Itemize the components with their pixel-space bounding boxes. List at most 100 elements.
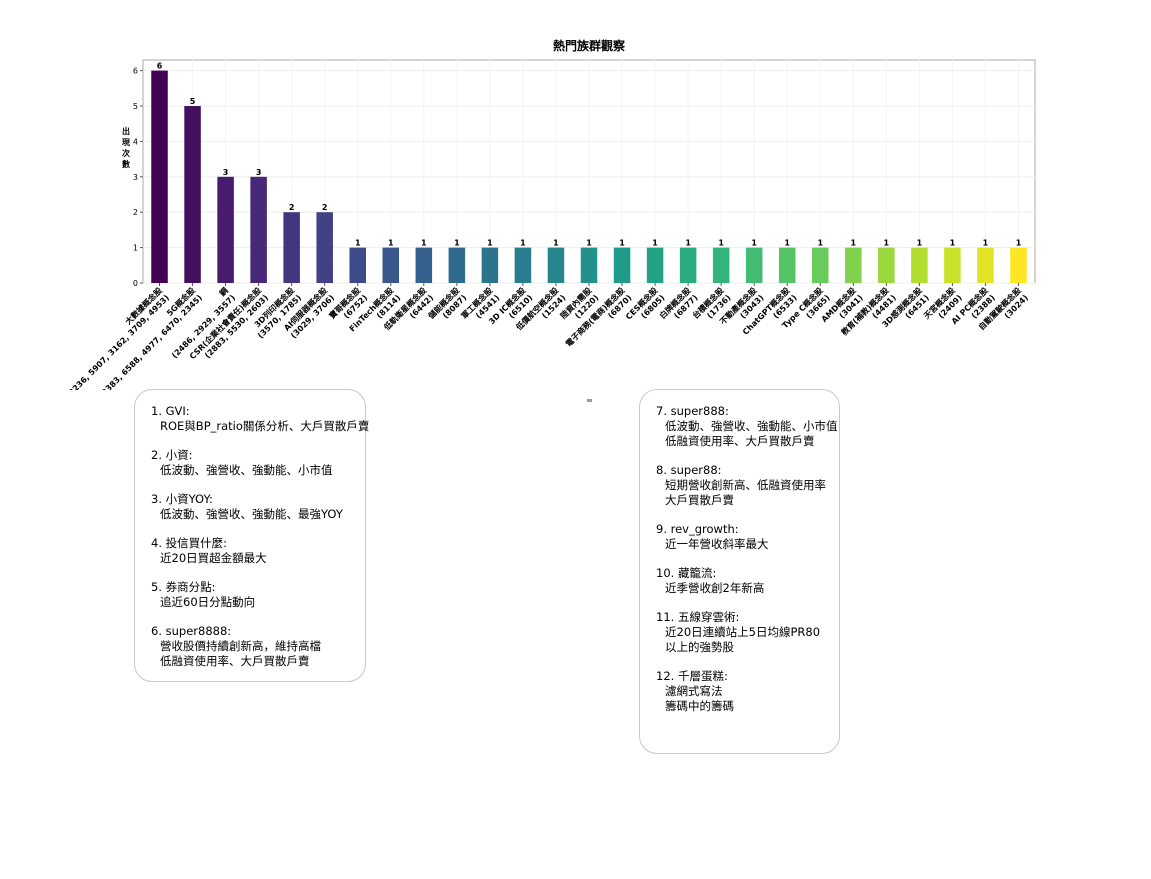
bar-value-label: 1 [355, 239, 361, 248]
bar-value-label: 1 [619, 239, 625, 248]
bar-value-label: 2 [289, 203, 295, 212]
bar [878, 247, 895, 283]
bar-value-label: 2 [322, 203, 328, 212]
strategy-title: 5. 券商分點: [151, 580, 216, 594]
bar [745, 247, 763, 283]
bar-value-label: 1 [553, 239, 559, 248]
bar [911, 247, 928, 283]
strategy-description: 近20日連續站上5日均線PR80 以上的強勢股 [665, 625, 821, 654]
strategy-title: 9. rev_growth: [656, 522, 739, 536]
bar [547, 247, 565, 283]
y-tick-label: 0 [133, 279, 138, 288]
strategy-panel-left: 1. GVI: ROE與BP_ratio關係分析、大戶買散戶賣 2. 小資: 低波動、… [134, 389, 369, 683]
strategy-item: 5. 券商分點: 追近60日分點動向 [151, 580, 369, 610]
bar [944, 247, 961, 283]
bar [217, 176, 234, 283]
bar [778, 247, 796, 283]
strategy-title: 4. 投信買什麼: [151, 536, 228, 550]
strategy-title: 3. 小資YOY: [151, 492, 213, 506]
strategy-description: ROE與BP_ratio關係分析、大戶買散戶賣 [160, 419, 370, 433]
strategy-title: 10. 藏籠流: [656, 566, 717, 580]
x-tick-label: 電子商務(電商)概念股(6870) [563, 285, 633, 355]
strategy-description: 低波動、強營收、強動能、最強YOY [160, 507, 343, 521]
y-tick-label: 4 [133, 137, 138, 146]
x-tick-label: 儲能概念股(8087) [425, 285, 468, 328]
strategy-description: 營收股價持續創新高，維持高檔 低融資使用率、大戶買散戶賣 [160, 639, 321, 668]
strategy-title: 1. GVI: [151, 404, 190, 418]
bar-value-label: 1 [520, 239, 526, 248]
strategy-description: 追近60日分點動向 [160, 595, 256, 609]
bar-value-label: 1 [586, 239, 592, 248]
strategy-description: 短期營收創新高、低融資使用率 大戶買散戶賣 [665, 478, 826, 507]
y-tick-label: 6 [133, 67, 138, 76]
strategy-item: 1. GVI: ROE與BP_ratio關係分析、大戶買散戶賣 [151, 404, 369, 434]
strategy-item: 3. 小資YOY: 低波動、強營收、強動能、最強YOY [151, 492, 369, 522]
bar [448, 247, 466, 283]
strategy-title: 2. 小資: [151, 448, 193, 462]
bar-value-label: 6 [157, 62, 163, 71]
x-tick-label: 大數據概念股(4577, 2236, 5907, 3162, 3709, 495… [37, 285, 171, 390]
bar [349, 247, 366, 283]
strategy-description: 近20日買超金額最大 [160, 551, 267, 565]
bar [613, 247, 631, 283]
strategy-description: 近一年營收斜率最大 [665, 537, 769, 551]
x-tick-label: 白牌概念股(6877) [657, 285, 699, 327]
bar-value-label: 1 [718, 239, 724, 248]
bar [845, 247, 862, 283]
chart-title: 熱門族群觀察 [553, 38, 626, 53]
bar [812, 247, 829, 283]
y-tick-label: 5 [133, 102, 138, 111]
bar [712, 247, 730, 283]
bar [283, 212, 300, 283]
bar-value-label: 1 [817, 239, 823, 248]
strategy-title: 6. super8888: [151, 624, 232, 638]
strategy-item: 12. 千層蛋糕: 濾網式寫法 籌碼中的籌碼 [656, 669, 838, 714]
strategy-title: 11. 五線穿雲術: [656, 610, 740, 624]
strategy-description: 濾網式寫法 籌碼中的籌碼 [665, 684, 734, 713]
strategy-description: 低波動、強營收、強動能、小市值 [160, 463, 333, 477]
strategy-list-left: 1. GVI: ROE與BP_ratio關係分析、大戶買散戶賣 2. 小資: 低波動、… [151, 404, 369, 683]
bar-value-label: 1 [421, 239, 427, 248]
bar [151, 70, 168, 283]
bar-value-label: 1 [652, 239, 658, 248]
bar [382, 247, 400, 283]
bar-value-label: 1 [983, 239, 989, 248]
y-tick-label: 2 [133, 208, 138, 217]
bar [481, 247, 499, 283]
bar-value-label: 1 [454, 239, 460, 248]
strategy-title: 8. super88: [656, 463, 722, 477]
bar [580, 247, 598, 283]
strategy-description: 近季營收創2年新高 [665, 581, 765, 595]
strategy-panel-right: 7. super888: 低波動、強營收、強動能、小市值 低融資使用率、大戶買散戶… [639, 389, 840, 754]
bar-value-label: 1 [388, 239, 394, 248]
strategy-item: 7. super888: 低波動、強營收、強動能、小市值 低融資使用率、大戶買散戶… [656, 404, 838, 449]
bar [977, 247, 994, 283]
bar-value-label: 1 [487, 239, 493, 248]
bar-value-label: 1 [751, 239, 757, 248]
strategy-item: 2. 小資: 低波動、強營收、強動能、小市值 [151, 448, 369, 478]
y-tick-label: 3 [133, 173, 138, 182]
bar-value-label: 1 [685, 239, 691, 248]
strategy-item: 10. 藏籠流: 近季營收創2年新高 [656, 566, 838, 596]
strategy-list-right: 7. super888: 低波動、強營收、強動能、小市值 低融資使用率、大戶買散戶… [656, 404, 838, 728]
bar-value-label: 1 [950, 239, 956, 248]
bar [184, 106, 201, 284]
strategy-title: 7. super888: [656, 404, 729, 418]
strategy-title: 12. 千層蛋糕: [656, 669, 728, 683]
y-axis-label: 出現次數 [122, 126, 130, 169]
bar-value-label: 3 [256, 168, 262, 177]
bar [1010, 247, 1027, 283]
x-tick-label: CES概念股(6805) [623, 285, 666, 328]
bar [514, 247, 532, 283]
strategy-item: 11. 五線穿雲術: 近20日連續站上5日均線PR80 以上的強勢股 [656, 610, 838, 655]
y-tick-label: 1 [133, 244, 138, 253]
bar-value-label: 5 [190, 97, 196, 106]
bar-value-label: 1 [917, 239, 923, 248]
bar-value-label: 3 [223, 168, 229, 177]
bar-value-label: 1 [884, 239, 890, 248]
strategy-item: 6. super8888: 營收股價持續創新高，維持高檔 低融資使用率、大戶買散戶… [151, 624, 369, 669]
strategy-item: 9. rev_growth: 近一年營收斜率最大 [656, 522, 838, 552]
bar [250, 176, 267, 283]
bar [316, 212, 333, 283]
bar-value-label: 1 [851, 239, 857, 248]
